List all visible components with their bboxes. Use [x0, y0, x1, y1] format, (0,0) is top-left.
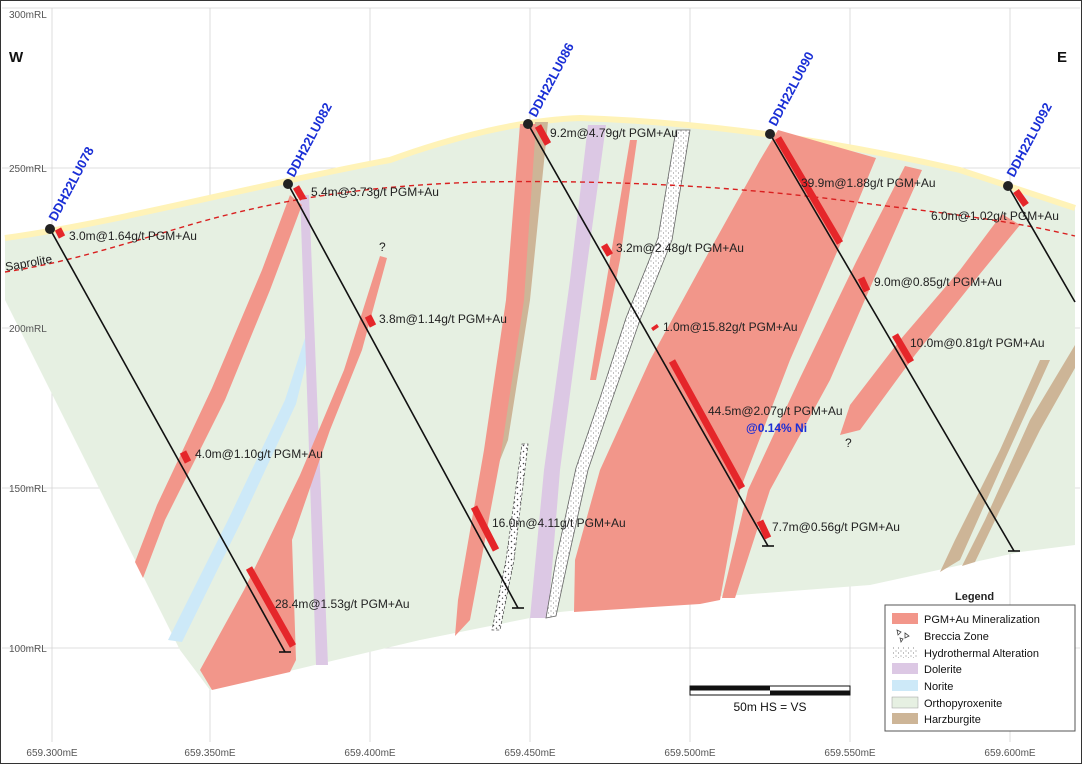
easting-label-659450: 659.450mE: [504, 748, 555, 759]
legend-swatch-harzburgite: [892, 713, 918, 724]
easting-label-659350: 659.350mE: [184, 748, 235, 759]
dolerite-units: [300, 125, 606, 665]
intercept-label: 4.0m@1.10g/t PGM+Au: [195, 447, 323, 461]
nickel-grade-note: @0.14% Ni: [746, 421, 807, 435]
legend-label: Orthopyroxenite: [924, 698, 1002, 710]
norite-unit: [168, 338, 312, 642]
intercept-bars: [54, 124, 1029, 648]
east-label: E: [1057, 49, 1067, 66]
intercept-label: 10.0m@0.81g/t PGM+Au: [910, 336, 1045, 350]
drillhole-traces: [49, 123, 1076, 653]
scale-bar-label: 50m HS = VS: [733, 700, 806, 714]
rl-label-250: 250mRL: [9, 164, 47, 175]
west-label: W: [9, 49, 24, 66]
breccia-zone: [491, 443, 529, 631]
hydrothermal-alteration: [545, 129, 691, 619]
easting-label-659300: 659.300mE: [26, 748, 77, 759]
legend-label: Breccia Zone: [924, 631, 989, 643]
easting-label-659400: 659.400mE: [344, 748, 395, 759]
easting-label-659500: 659.500mE: [664, 748, 715, 759]
rl-label-300: 300mRL: [9, 10, 47, 21]
legend-swatch-norite: [892, 680, 918, 691]
legend-title: Legend: [955, 591, 994, 603]
scale-bar: 50m HS = VS: [689, 685, 851, 714]
easting-label-659600: 659.600mE: [984, 748, 1035, 759]
legend-label: Hydrothermal Alteration: [924, 648, 1039, 660]
intercept-label: 7.7m@0.56g/t PGM+Au: [772, 520, 900, 534]
legend-label: Harzburgite: [924, 714, 981, 726]
intercept-label: 9.2m@4.79g/t PGM+Au: [550, 126, 678, 140]
intercept-label: 39.9m@1.88g/t PGM+Au: [801, 176, 936, 190]
legend-swatch-mineralization: [892, 613, 918, 624]
legend: Legend PGM+Au Mineralization Breccia Zon…: [884, 591, 1076, 732]
intercept-label: 3.2m@2.48g/t PGM+Au: [616, 241, 744, 255]
intercept-label: 5.4m@3.73g/t PGM+Au: [311, 185, 439, 199]
rl-label-200: 200mRL: [9, 324, 47, 335]
mineralization-units: [135, 124, 1020, 690]
uncertain-extent-mark: ?: [845, 436, 852, 450]
easting-label-659550: 659.550mE: [824, 748, 875, 759]
intercept-label: 6.0m@1.02g/t PGM+Au: [931, 209, 1059, 223]
uncertain-extent-mark: ?: [379, 240, 386, 254]
intercept-label: 9.0m@0.85g/t PGM+Au: [874, 275, 1002, 289]
legend-label: Norite: [924, 681, 953, 693]
intercept-label: 3.8m@1.14g/t PGM+Au: [379, 312, 507, 326]
legend-swatch-orthopyroxenite: [891, 696, 919, 709]
rl-label-150: 150mRL: [9, 484, 47, 495]
intercept-label: 1.0m@15.82g/t PGM+Au: [663, 320, 798, 334]
legend-swatch-breccia: [896, 629, 910, 643]
legend-label: Dolerite: [924, 664, 962, 676]
intercept-label: 44.5m@2.07g/t PGM+Au: [708, 404, 843, 418]
legend-label: PGM+Au Mineralization: [924, 614, 1040, 626]
legend-swatch-hydrothermal: [892, 647, 918, 658]
intercept-annotations: 3.0m@1.64g/t PGM+Au 4.0m@1.10g/t PGM+Au …: [69, 126, 1059, 611]
intercept-label: 3.0m@1.64g/t PGM+Au: [69, 229, 197, 243]
drillhole-collars: [45, 119, 1013, 234]
intercept-label: 16.0m@4.11g/t PGM+Au: [492, 516, 626, 530]
legend-swatch-dolerite: [892, 663, 918, 674]
intercept-label: 28.4m@1.53g/t PGM+Au: [275, 597, 410, 611]
rl-label-100: 100mRL: [9, 644, 47, 655]
